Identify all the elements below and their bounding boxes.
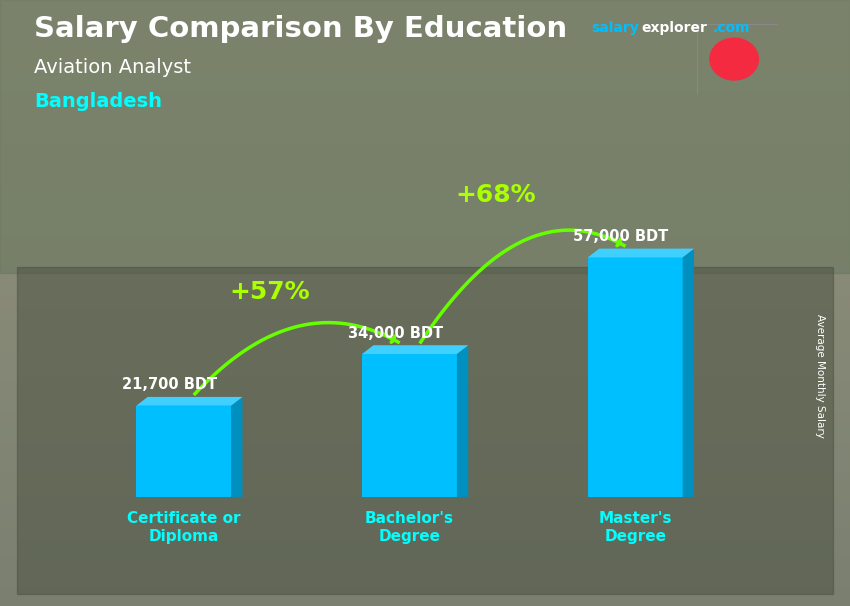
Text: +57%: +57%	[230, 280, 309, 304]
Text: Master's
Degree: Master's Degree	[598, 511, 672, 544]
Text: Aviation Analyst: Aviation Analyst	[34, 58, 191, 76]
Text: Bachelor's
Degree: Bachelor's Degree	[365, 511, 454, 544]
Text: .com: .com	[712, 21, 750, 35]
Polygon shape	[136, 397, 242, 406]
Polygon shape	[362, 354, 456, 497]
Polygon shape	[588, 258, 683, 497]
Polygon shape	[588, 248, 694, 258]
Text: +68%: +68%	[455, 183, 536, 207]
Bar	[17, 267, 833, 594]
Polygon shape	[231, 397, 242, 497]
Polygon shape	[683, 248, 694, 497]
Text: 21,700 BDT: 21,700 BDT	[122, 377, 217, 392]
Text: Certificate or
Diploma: Certificate or Diploma	[127, 511, 241, 544]
Circle shape	[710, 38, 758, 80]
Text: Salary Comparison By Education: Salary Comparison By Education	[34, 15, 567, 43]
Bar	[0, 0, 850, 273]
Text: Bangladesh: Bangladesh	[34, 92, 162, 111]
Polygon shape	[456, 345, 468, 497]
Text: Average Monthly Salary: Average Monthly Salary	[815, 314, 825, 438]
Text: 34,000 BDT: 34,000 BDT	[348, 325, 443, 341]
Polygon shape	[136, 406, 231, 497]
Text: explorer: explorer	[642, 21, 707, 35]
Polygon shape	[362, 345, 468, 354]
Text: salary: salary	[591, 21, 638, 35]
Text: 57,000 BDT: 57,000 BDT	[574, 229, 669, 244]
